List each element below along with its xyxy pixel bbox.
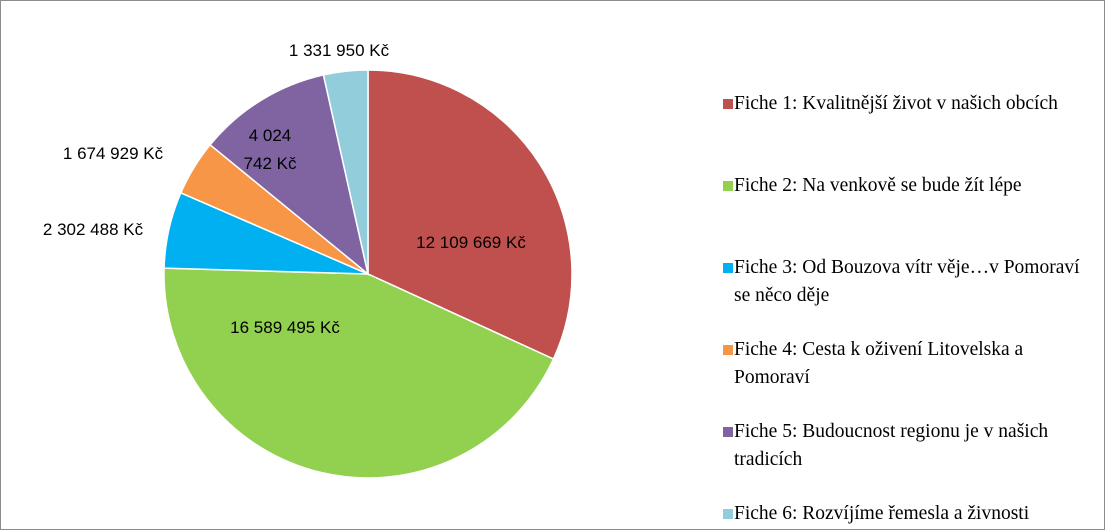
legend-entry: Fiche 1: Kvalitnější život v našich obcí… bbox=[723, 90, 1093, 118]
value-label: 4 024 742 Kč bbox=[243, 126, 297, 173]
legend-label: Fiche 4: Cesta k oživení Litovelska a Po… bbox=[734, 339, 1024, 388]
legend-swatch bbox=[723, 427, 733, 437]
legend-entry: Fiche 6: Rozvíjíme řemesla a živnosti bbox=[723, 500, 1093, 528]
value-label: 1 674 929 Kč bbox=[62, 144, 164, 163]
value-label: 16 589 495 Kč bbox=[230, 318, 340, 337]
legend-label: Fiche 5: Budoucnost regionu je v našich … bbox=[734, 421, 1049, 470]
legend-swatch bbox=[723, 263, 733, 273]
pie-slice bbox=[163, 267, 555, 479]
legend-label: Fiche 2: Na venkově se bude žít lépe bbox=[734, 175, 1022, 196]
value-label: 2 302 488 Kč bbox=[42, 220, 144, 239]
value-label: 12 109 669 Kč bbox=[416, 233, 526, 252]
legend-label: Fiche 3: Od Bouzova vítr věje…v Pomoraví… bbox=[734, 257, 1080, 306]
pie-slice bbox=[367, 69, 573, 360]
legend-entry: Fiche 5: Budoucnost regionu je v našich … bbox=[723, 418, 1093, 474]
legend-entry: Fiche 4: Cesta k oživení Litovelska a Po… bbox=[723, 336, 1093, 392]
legend-swatch bbox=[723, 509, 733, 519]
legend-entry: Fiche 2: Na venkově se bude žít lépe bbox=[723, 172, 1093, 200]
legend-swatch bbox=[723, 181, 733, 191]
legend-swatch bbox=[723, 99, 733, 109]
value-label: 1 331 950 Kč bbox=[288, 41, 390, 60]
legend-label: Fiche 6: Rozvíjíme řemesla a živnosti bbox=[734, 503, 1030, 524]
pie-slice bbox=[322, 69, 369, 275]
legend-swatch bbox=[723, 345, 733, 355]
legend-label: Fiche 1: Kvalitnější život v našich obcí… bbox=[734, 93, 1058, 114]
pie-slice bbox=[209, 74, 370, 276]
legend-entry: Fiche 3: Od Bouzova vítr věje…v Pomoraví… bbox=[723, 254, 1093, 310]
